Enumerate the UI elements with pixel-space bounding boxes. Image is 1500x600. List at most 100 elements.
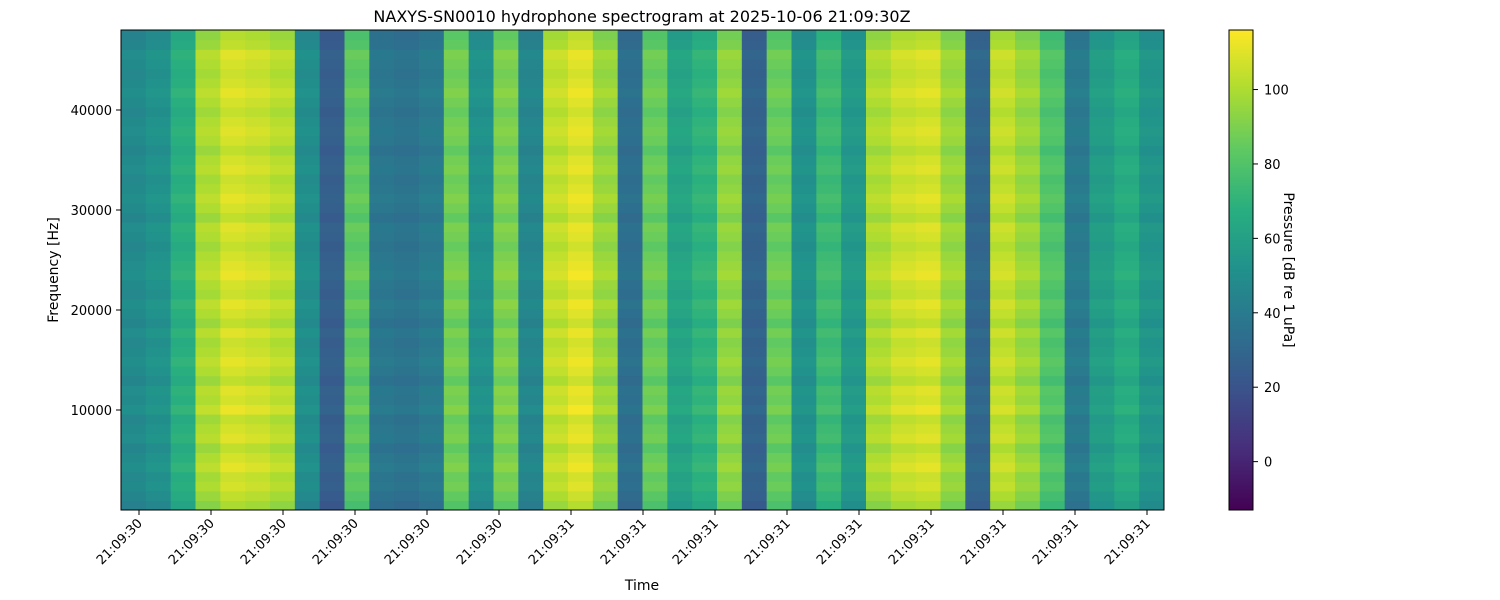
heatmap-cell xyxy=(270,231,296,242)
heatmap-cell xyxy=(394,212,420,223)
heatmap-cell xyxy=(1039,500,1066,510)
y-tick-label: 20000 xyxy=(71,304,112,319)
heatmap-cell xyxy=(518,356,544,367)
heatmap-cell xyxy=(642,318,668,329)
heatmap-cell xyxy=(369,394,395,405)
heatmap-cell xyxy=(617,337,644,348)
heatmap-cell xyxy=(1064,183,1091,194)
heatmap-cell xyxy=(1089,423,1115,434)
heatmap-cell xyxy=(1015,318,1041,329)
heatmap-cell xyxy=(121,202,147,213)
heatmap-cell xyxy=(791,481,817,492)
heatmap-cell xyxy=(617,154,644,165)
heatmap-cell xyxy=(841,183,867,194)
heatmap-cell xyxy=(1064,30,1091,41)
heatmap-cell xyxy=(419,39,445,50)
heatmap-cell xyxy=(642,260,668,271)
heatmap-cell xyxy=(344,356,370,367)
heatmap-cell xyxy=(766,289,793,300)
heatmap-cell xyxy=(1015,135,1041,146)
heatmap-cell xyxy=(220,68,246,79)
heatmap-cell xyxy=(1089,260,1115,271)
heatmap-cell xyxy=(369,385,395,396)
heatmap-cell xyxy=(245,68,271,79)
heatmap-cell xyxy=(741,49,768,60)
heatmap-cell xyxy=(344,78,370,89)
heatmap-cell xyxy=(443,39,470,50)
heatmap-cell xyxy=(493,327,519,338)
heatmap-cell xyxy=(940,308,966,319)
heatmap-cell xyxy=(890,193,917,204)
heatmap-cell xyxy=(518,68,544,79)
heatmap-cell xyxy=(220,250,246,261)
heatmap-cell xyxy=(717,212,743,223)
heatmap-cell xyxy=(692,385,718,396)
heatmap-cell xyxy=(394,135,420,146)
heatmap-cell xyxy=(245,385,271,396)
heatmap-cell xyxy=(642,154,668,165)
heatmap-cell xyxy=(990,39,1016,50)
heatmap-cell xyxy=(766,39,793,50)
x-axis: 21:09:30 21:09:30 21:09:30 21:09:30 21:09:30… xyxy=(94,510,1154,568)
heatmap-cell xyxy=(270,385,296,396)
heatmap-cell xyxy=(319,289,346,300)
heatmap-cell xyxy=(319,481,346,492)
heatmap-cell xyxy=(1015,423,1041,434)
heatmap-cell xyxy=(294,222,321,233)
heatmap-cell xyxy=(642,183,668,194)
heatmap-cell xyxy=(543,212,569,223)
heatmap-cell xyxy=(493,30,519,41)
x-tick-label: 21:09:30 xyxy=(166,516,218,568)
heatmap-cell xyxy=(394,414,420,425)
heatmap-cell xyxy=(468,58,495,69)
heatmap-cell xyxy=(667,87,693,98)
heatmap-cell xyxy=(592,250,619,261)
heatmap-cell xyxy=(692,356,718,367)
heatmap-cell xyxy=(667,164,693,175)
x-tick-label: 21:09:31 xyxy=(1102,516,1154,568)
heatmap-cell xyxy=(791,298,817,309)
heatmap-cell xyxy=(121,106,147,117)
heatmap-cell xyxy=(717,375,743,386)
heatmap-cell xyxy=(717,116,743,127)
heatmap-cell xyxy=(816,404,842,415)
heatmap-cell xyxy=(369,414,395,425)
heatmap-cell xyxy=(1139,97,1164,108)
heatmap-cell xyxy=(717,490,743,501)
heatmap-cell xyxy=(145,135,172,146)
heatmap-cell xyxy=(170,222,197,233)
heatmap-cell xyxy=(692,87,718,98)
heatmap-cell xyxy=(195,116,221,127)
heatmap-cell xyxy=(443,452,470,463)
heatmap-cell xyxy=(592,145,619,156)
heatmap-cell xyxy=(121,164,147,175)
heatmap-cell xyxy=(518,289,544,300)
heatmap-cell xyxy=(468,260,495,271)
heatmap-cell xyxy=(965,164,991,175)
heatmap-cell xyxy=(270,270,296,281)
heatmap-cell xyxy=(145,212,172,223)
heatmap-cell xyxy=(592,308,619,319)
heatmap-cell xyxy=(121,394,147,405)
heatmap-cell xyxy=(617,375,644,386)
heatmap-cell xyxy=(791,241,817,252)
heatmap-cell xyxy=(890,30,917,41)
heatmap-cell xyxy=(294,490,321,501)
heatmap-cell xyxy=(766,135,793,146)
heatmap-cell xyxy=(369,500,395,510)
heatmap-cell xyxy=(717,442,743,453)
heatmap-cell xyxy=(493,135,519,146)
heatmap-cell xyxy=(468,154,495,165)
heatmap-cell xyxy=(741,222,768,233)
heatmap-cell xyxy=(344,366,370,377)
heatmap-cell xyxy=(1114,58,1140,69)
heatmap-cell xyxy=(419,423,445,434)
heatmap-cell xyxy=(940,289,966,300)
heatmap-cell xyxy=(394,298,420,309)
heatmap-cell xyxy=(1015,193,1041,204)
heatmap-cell xyxy=(270,279,296,290)
heatmap-cell xyxy=(841,356,867,367)
heatmap-cell xyxy=(592,183,619,194)
heatmap-cell xyxy=(1064,106,1091,117)
heatmap-cell xyxy=(1089,346,1115,357)
